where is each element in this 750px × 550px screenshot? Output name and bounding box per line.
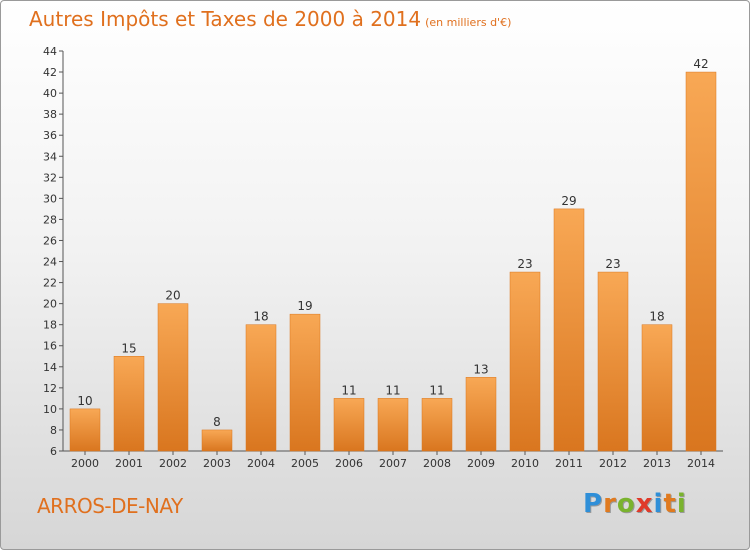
x-tick-label: 2004 [247,457,275,470]
chart-title-main: Autres Impôts et Taxes de 2000 à 2014 [29,7,422,31]
bar [69,408,101,452]
data-label: 18 [253,310,268,324]
x-tick-label: 2000 [71,457,99,470]
data-label: 8 [213,415,221,429]
bar [553,208,585,452]
data-label: 23 [517,257,532,271]
bars: 10 15 20 8 18 19 11 11 11 13 23 29 23 18 42 [69,57,717,452]
y-tick-label: 30 [43,192,57,205]
bar [333,398,365,452]
data-label: 15 [121,341,136,355]
logo-letter: i [676,489,687,519]
x-tick-label: 2002 [159,457,187,470]
x-tick-label: 2003 [203,457,231,470]
bar [685,71,717,452]
y-tick-label: 36 [43,129,57,142]
data-label: 13 [473,362,488,376]
y-tick-label: 8 [50,424,57,437]
y-tick-label: 44 [43,45,57,58]
logo-letter: i [653,489,664,519]
data-label: 11 [385,383,400,397]
commune-name: ARROS-DE-NAY [37,494,183,518]
x-tick-label: 2005 [291,457,319,470]
bar [201,429,233,452]
data-label: 20 [165,289,180,303]
y-tick-label: 6 [50,445,57,458]
x-tick-label: 2010 [511,457,539,470]
y-tick-label: 38 [43,108,57,121]
bar [113,356,145,452]
y-tick-label: 32 [43,171,57,184]
data-label: 11 [429,383,444,397]
x-tick-label: 2007 [379,457,407,470]
logo-letter: P [583,489,604,519]
data-label: 11 [341,383,356,397]
chart-title-unit: (en milliers d'€) [425,16,512,29]
bar [289,313,321,452]
data-label: 29 [561,194,576,208]
data-label: 42 [693,57,708,71]
x-tick-label: 2012 [599,457,627,470]
bar [597,271,629,452]
logo-letter: t [663,489,677,519]
bar [641,324,673,452]
y-tick-label: 24 [43,256,57,269]
data-label: 23 [605,257,620,271]
x-tick-label: 2011 [555,457,583,470]
y-tick-label: 40 [43,87,57,100]
x-tick-label: 2008 [423,457,451,470]
y-tick-label: 22 [43,277,57,290]
axes: 6 8 10 12 14 16 18 20 22 24 26 28 30 32 34 36 38 40 42 44 20… [43,45,723,470]
y-tick-label: 28 [43,213,57,226]
y-tick-label: 26 [43,234,57,247]
data-label: 19 [297,299,312,313]
x-tick-label: 2013 [643,457,671,470]
x-tick-label: 2001 [115,457,143,470]
bar [157,303,189,452]
logo-letter: r [603,489,617,519]
y-tick-label: 12 [43,382,57,395]
bar [377,398,409,452]
y-tick-label: 14 [43,361,57,374]
logo-letter: o [616,489,636,519]
bar [465,377,497,452]
y-tick-label: 34 [43,150,57,163]
data-label: 10 [77,394,92,408]
proxiti-logo[interactable]: Proxiti [583,489,687,519]
bar [245,324,277,452]
chart-title: Autres Impôts et Taxes de 2000 à 2014 (en… [29,7,511,31]
bar [509,271,541,452]
bar [421,398,453,452]
y-tick-label: 18 [43,319,57,332]
y-tick-label: 16 [43,340,57,353]
y-tick-label: 20 [43,298,57,311]
x-tick-label: 2009 [467,457,495,470]
logo-letter: x [635,489,654,519]
y-tick-label: 10 [43,403,57,416]
y-tick-label: 42 [43,66,57,79]
x-tick-label: 2006 [335,457,363,470]
data-label: 18 [649,310,664,324]
x-tick-label: 2014 [687,457,715,470]
